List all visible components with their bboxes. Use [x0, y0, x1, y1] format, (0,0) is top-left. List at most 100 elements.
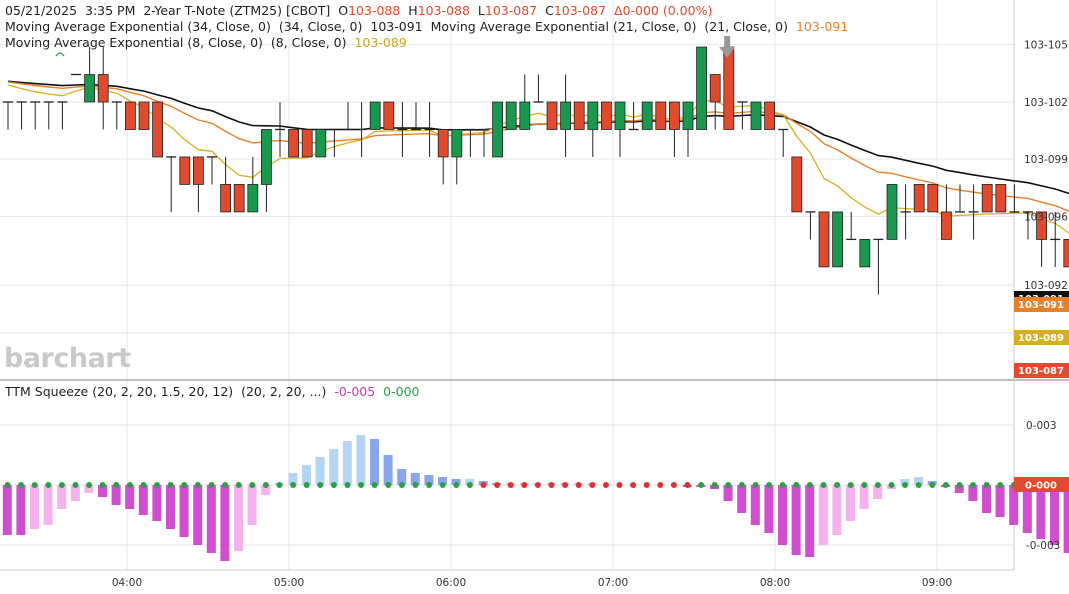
candle-body-down [669, 101, 680, 130]
squeeze-dot-off [453, 482, 460, 488]
squeeze-dot-off [997, 482, 1004, 488]
squeeze-dot-off [58, 482, 65, 488]
price-label-bg [1014, 363, 1069, 378]
squeeze-dot-on [534, 482, 541, 488]
candle [111, 101, 122, 130]
squeeze-dot-off [18, 482, 25, 488]
squeeze-dot-on [616, 482, 623, 488]
ttm-bar [57, 485, 67, 509]
ttm-value-2: 0-000 [383, 384, 420, 399]
ema-8-line [7, 84, 1069, 234]
squeeze-dot-off [847, 482, 854, 488]
candle [166, 156, 177, 212]
candle-body-up [560, 101, 571, 130]
candle [479, 128, 489, 157]
candle [369, 101, 381, 130]
ttm-bar [805, 485, 815, 557]
candle-body-down [301, 129, 313, 158]
squeeze-dot-off [412, 482, 419, 488]
candle-body-down [192, 156, 204, 185]
candle-body-up [519, 101, 531, 130]
squeeze-dot-off [208, 482, 215, 488]
barchart-watermark: barchart [4, 343, 131, 374]
candle-body-up [886, 184, 898, 240]
ma8-value: 103-089 [354, 35, 407, 50]
candle-body-down [288, 129, 300, 158]
candle [764, 101, 775, 130]
ttm-bar [1050, 485, 1059, 545]
ttm-bar [465, 479, 475, 485]
candle-body-up [247, 184, 259, 213]
candles-group [3, 46, 1069, 295]
price-label-text: 103-089 [1018, 333, 1064, 344]
candle-body-down [941, 211, 952, 240]
ttm-bar [234, 485, 243, 551]
ttm-bar [43, 485, 53, 525]
candle-body-down [220, 184, 232, 213]
candle [57, 101, 68, 130]
header-o-value: 103-088 [348, 3, 401, 18]
squeeze-dot-off [929, 482, 936, 488]
squeeze-dot-off [915, 482, 922, 488]
candle [900, 184, 911, 240]
candle [641, 101, 653, 130]
ma21-label: Moving Average Exponential (21, Close, 0… [430, 19, 788, 34]
squeeze-dot-on [480, 482, 487, 488]
ttm-header: TTM Squeeze (20, 2, 20, 1.5, 20, 12) (20… [5, 384, 419, 400]
ttm-bar [791, 485, 801, 555]
time-tick-label: 09:00 [922, 577, 952, 589]
candle-body-down [138, 101, 150, 130]
candle [492, 101, 504, 158]
squeeze-dot-off [439, 482, 446, 488]
ma34-label: Moving Average Exponential (34, Close, 0… [5, 19, 363, 34]
candle [791, 156, 803, 213]
ttm-bar [424, 475, 434, 485]
time-tick-label: 06:00 [436, 577, 466, 589]
candle-body-down [437, 129, 449, 158]
header-o-label: O [338, 3, 349, 18]
candle [913, 184, 925, 213]
candle [941, 184, 952, 240]
down-arrow-marker [719, 36, 736, 58]
grid-lines [0, 0, 1014, 570]
ttm-bar [302, 465, 311, 485]
candle-body-down [791, 156, 803, 213]
price-tick-label: 103-099 [1024, 154, 1068, 166]
price-tick-label: 103-102 [1024, 97, 1068, 109]
ttm-tick-label: 0-003 [1026, 420, 1057, 432]
candle [288, 129, 300, 158]
candle [30, 101, 41, 130]
squeeze-dot-off [4, 482, 11, 488]
ttm-bar [1009, 485, 1019, 525]
ttm-value-1: -0-005 [334, 384, 376, 399]
ttm-histogram [2, 435, 1069, 561]
squeeze-dot-off [779, 482, 786, 488]
candle-body-up [369, 101, 381, 130]
ma8-label: Moving Average Exponential (8, Close, 0)… [5, 35, 347, 50]
ttm-tick-label: -0-003 [1026, 540, 1060, 552]
candle-body-down [383, 101, 395, 130]
squeeze-dot-off [45, 482, 52, 488]
candle [192, 156, 204, 212]
header-line-1: 05/21/2025 3:35 PM 2-Year T-Note (ZTM25)… [5, 3, 712, 19]
ttm-bar [982, 485, 991, 513]
squeeze-dot-off [290, 482, 297, 488]
ttm-bar [166, 485, 175, 529]
ttm-bar [737, 485, 747, 513]
arrow-stem [724, 36, 731, 47]
candle-body-up [750, 101, 762, 130]
ttm-bar [1022, 485, 1032, 533]
header-c-value: 103-087 [553, 3, 607, 18]
squeeze-dot-on [589, 482, 596, 488]
ttm-bar [832, 485, 842, 535]
candle [968, 184, 979, 240]
candle-body-down [233, 184, 245, 213]
candle [981, 184, 993, 213]
candle-body-down [179, 156, 191, 185]
candle [329, 128, 340, 157]
squeeze-dot-off [72, 482, 79, 488]
candle [397, 102, 408, 157]
candle [750, 101, 762, 130]
